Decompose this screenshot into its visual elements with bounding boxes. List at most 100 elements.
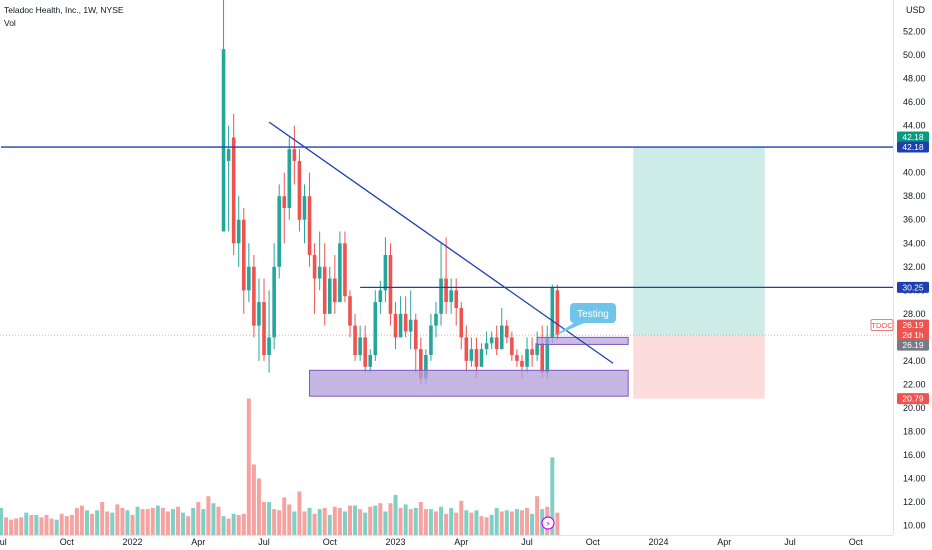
y-tick-label: 18.00 — [903, 426, 926, 436]
volume-bar — [327, 515, 332, 535]
volume-bar — [115, 504, 120, 535]
price-tag-text: 2d 1h — [902, 330, 924, 340]
candle-body — [499, 325, 504, 350]
price-tag — [897, 393, 929, 405]
volume-bar — [150, 507, 155, 535]
volume-bar — [550, 457, 555, 535]
volume-bar — [216, 506, 221, 535]
volume-bar — [196, 502, 201, 535]
volume-bar — [59, 513, 64, 535]
price-tag-text: 30.25 — [902, 282, 924, 292]
x-tick-label: Oct — [586, 537, 601, 547]
x-tick-label: Jul — [258, 537, 270, 547]
volume-bar — [9, 519, 14, 535]
volume-bar — [176, 506, 181, 535]
x-tick-label: Oct — [849, 537, 864, 547]
volume-bar — [297, 491, 302, 535]
candle-body — [479, 349, 484, 367]
candle-body — [297, 160, 302, 220]
volume-bar — [449, 507, 454, 535]
candle-body — [419, 349, 423, 379]
volume-bar — [373, 505, 378, 535]
volume-layer — [0, 398, 560, 535]
volume-bar — [145, 509, 150, 535]
volume-bar — [469, 512, 474, 535]
volume-bar — [398, 507, 403, 535]
volume-bar — [459, 500, 464, 535]
volume-bar — [474, 510, 479, 535]
retest-box — [536, 336, 629, 345]
volume-bar — [170, 509, 175, 535]
volume-bar — [0, 507, 3, 535]
y-tick-label: 38.00 — [903, 191, 926, 201]
price-tag-text: 26.19 — [902, 340, 924, 350]
volume-bar — [342, 511, 347, 535]
volume-bar — [312, 513, 317, 535]
candle-body — [226, 149, 231, 161]
currency-label[interactable]: USD — [906, 5, 926, 15]
zones-layer — [633, 147, 765, 399]
volume-bar — [181, 512, 186, 535]
symbol-tag-text: TDOC — [871, 321, 893, 330]
candle-body — [241, 219, 246, 291]
volume-bar — [251, 464, 256, 535]
volume-bar — [191, 507, 196, 535]
x-tick-label: Jul — [521, 537, 533, 547]
volume-bar — [130, 515, 135, 535]
candle-body — [510, 337, 514, 356]
candle-body — [439, 278, 443, 314]
x-tick-label: 2024 — [649, 537, 669, 547]
volume-bar — [454, 512, 459, 535]
volume-bar — [54, 519, 59, 535]
support-box — [309, 369, 629, 397]
candle-body — [484, 343, 489, 350]
volume-bar — [155, 505, 160, 535]
callout-text: Testing — [577, 309, 609, 320]
price-tag-text: 42.18 — [902, 142, 924, 152]
candle-body — [520, 360, 524, 367]
price-tag — [897, 141, 929, 153]
candle-body — [368, 355, 373, 367]
volume-bar — [186, 516, 191, 535]
y-tick-label: 22.00 — [903, 379, 926, 389]
candle-body — [221, 49, 226, 232]
x-tick-label: Apr — [717, 537, 731, 547]
volume-bar — [267, 502, 272, 535]
volume-bar — [418, 502, 423, 535]
volume-bar — [256, 478, 261, 535]
volume-bar — [64, 516, 69, 535]
candle-body — [383, 255, 388, 291]
candle-body — [277, 196, 281, 267]
candle-body — [247, 266, 251, 291]
candle-body — [403, 313, 408, 332]
candle-body — [327, 278, 332, 314]
candle-body — [535, 343, 539, 356]
y-tick-label: 12.00 — [903, 497, 926, 507]
x-tick-label: 2022 — [122, 537, 142, 547]
y-tick-label: 16.00 — [903, 450, 926, 460]
volume-bar — [433, 511, 438, 535]
candle-body — [257, 302, 261, 326]
volume-bar — [393, 495, 398, 535]
candle-body — [393, 313, 398, 338]
volume-bar — [277, 510, 282, 535]
volume-bar — [272, 509, 277, 535]
volume-bar — [125, 510, 130, 535]
volume-bar — [49, 518, 54, 535]
candle-body — [373, 302, 378, 356]
candle-body — [444, 278, 448, 303]
chart-legend-title: Teladoc Health, Inc., 1W, NYSE — [4, 5, 124, 15]
candle-body — [555, 290, 560, 336]
x-tick-label: Jul — [784, 537, 796, 547]
volume-bar — [317, 509, 322, 535]
x-tick-label: 2023 — [386, 537, 406, 547]
volume-bar — [464, 510, 469, 535]
candle-body — [236, 219, 241, 244]
y-tick-label: 44.00 — [903, 121, 926, 131]
price-axis-bg — [893, 0, 932, 550]
volume-bar — [221, 516, 226, 535]
candle-body — [408, 319, 413, 332]
candle-body — [231, 137, 236, 244]
